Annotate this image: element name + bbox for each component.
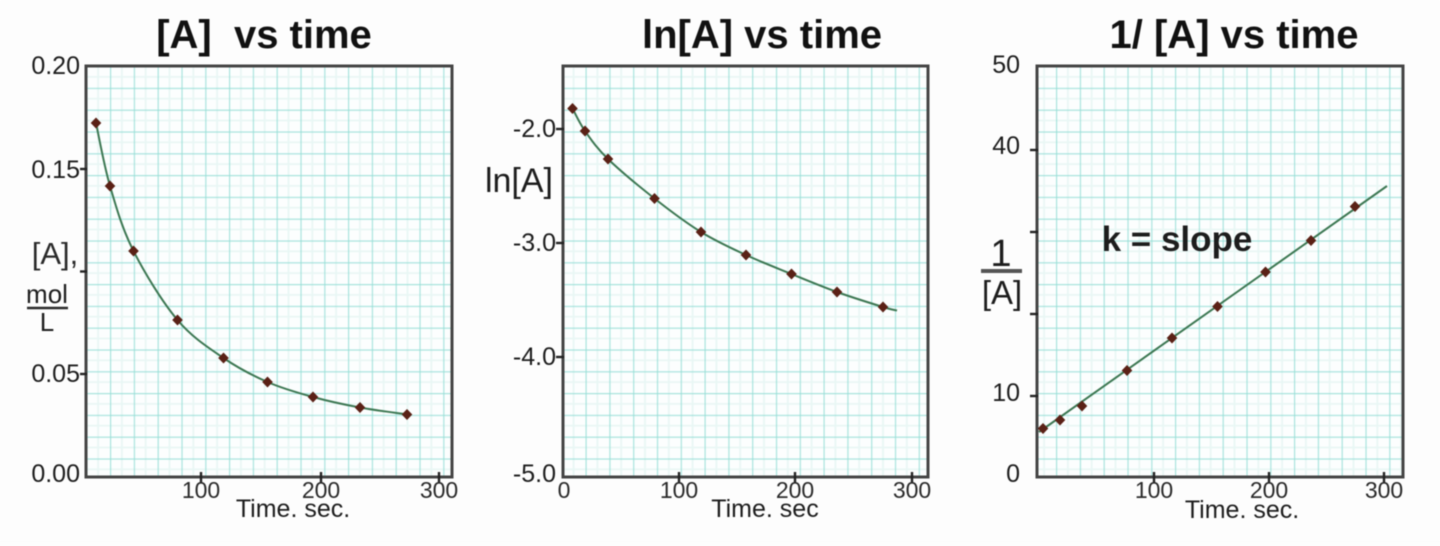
svg-text:[A] vs time: [A] vs time [156,13,372,57]
svg-text:Time. sec: Time. sec [711,495,818,523]
svg-text:40: 40 [992,132,1020,160]
svg-text:ln[A] vs time: ln[A] vs time [642,13,882,57]
svg-text:0: 0 [1006,460,1020,488]
svg-text:0.20: 0.20 [31,52,80,80]
svg-text:0.05: 0.05 [31,360,80,388]
svg-text:100: 100 [1135,477,1173,503]
svg-text:k = slope: k = slope [1102,220,1253,259]
svg-text:200: 200 [302,477,340,503]
svg-text:-3.0: -3.0 [513,229,556,257]
svg-text:mol: mol [26,279,68,309]
svg-text:0.15: 0.15 [31,156,80,184]
svg-text:L: L [40,307,54,337]
svg-text:-5.0: -5.0 [513,460,556,488]
svg-text:0.00: 0.00 [31,460,80,488]
svg-text:300: 300 [420,477,458,503]
svg-text:0: 0 [558,477,571,503]
svg-text:-4.0: -4.0 [513,343,556,371]
svg-text:1: 1 [990,233,1011,275]
svg-text:300: 300 [1365,477,1403,503]
svg-text:[A],: [A], [32,236,79,271]
svg-text:300: 300 [893,477,931,503]
svg-text:100: 100 [660,477,698,503]
svg-text:1/ [A] vs time: 1/ [A] vs time [1110,13,1359,57]
svg-text:Time. sec.: Time. sec. [1185,496,1299,524]
svg-text:200: 200 [776,477,814,503]
svg-text:[A]: [A] [982,274,1022,311]
svg-text:10: 10 [992,379,1020,407]
svg-text:50: 50 [992,51,1020,79]
svg-text:-2.0: -2.0 [513,115,556,143]
svg-text:ln[A]: ln[A] [485,162,553,200]
svg-text:Time. sec.: Time. sec. [236,495,350,523]
svg-text:200: 200 [1250,477,1288,503]
svg-text:100: 100 [182,477,220,503]
